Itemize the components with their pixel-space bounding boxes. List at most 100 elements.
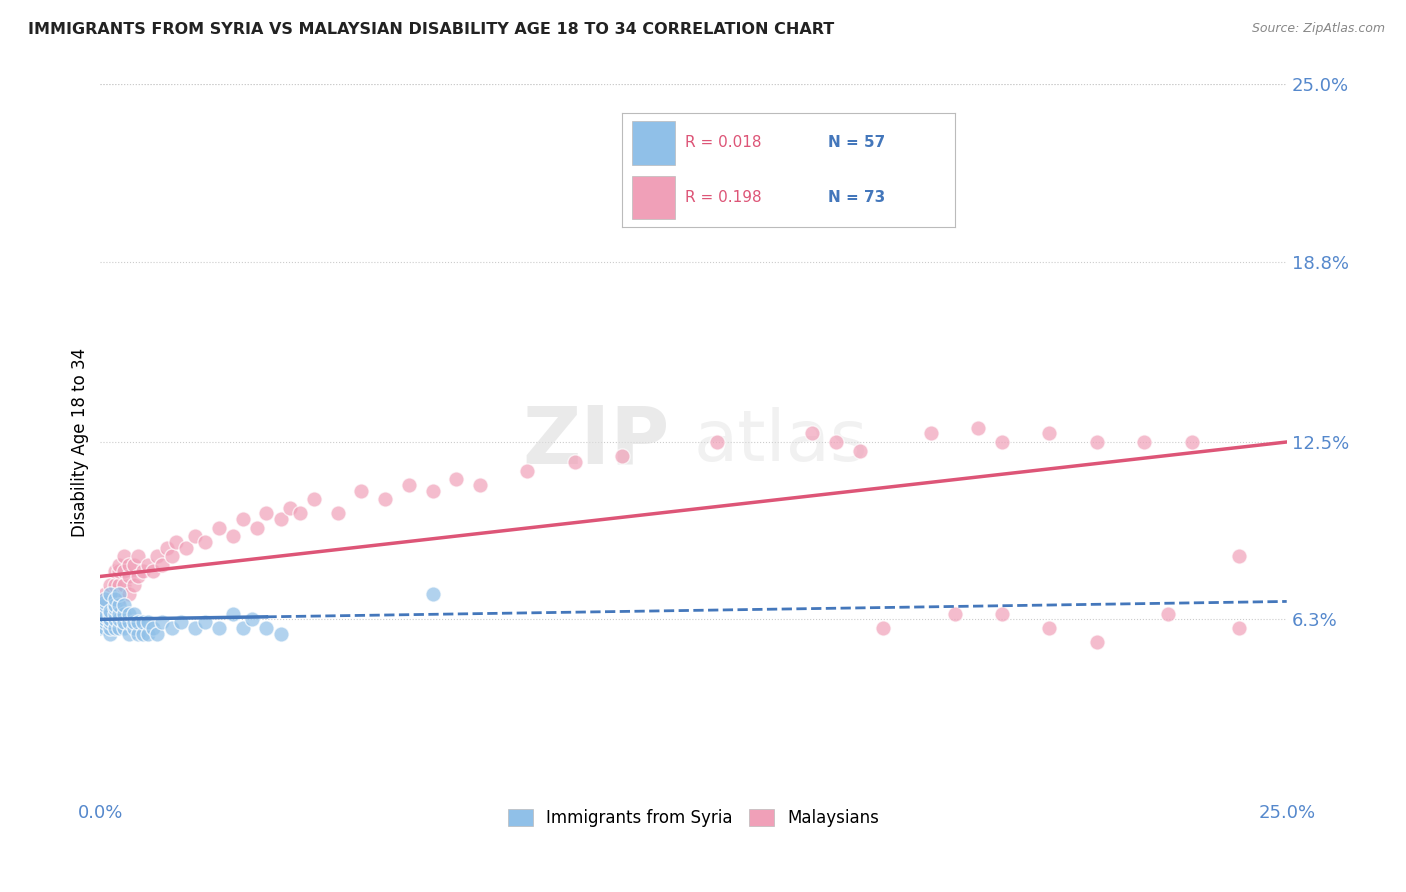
Text: IMMIGRANTS FROM SYRIA VS MALAYSIAN DISABILITY AGE 18 TO 34 CORRELATION CHART: IMMIGRANTS FROM SYRIA VS MALAYSIAN DISAB…: [28, 22, 834, 37]
Point: [246, 521, 269, 535]
Point: [1085, 434, 1108, 449]
Point: [270, 512, 292, 526]
Point: [118, 607, 141, 621]
Point: [118, 569, 141, 583]
Point: [112, 578, 135, 592]
Point: [94, 592, 117, 607]
Point: [132, 626, 155, 640]
Point: [98, 592, 121, 607]
Legend: Immigrants from Syria, Malaysians: Immigrants from Syria, Malaysians: [501, 803, 886, 834]
Point: [122, 621, 145, 635]
Point: [160, 549, 183, 564]
Point: [122, 578, 145, 592]
Point: [302, 492, 325, 507]
Point: [118, 586, 141, 600]
Point: [288, 507, 311, 521]
Point: [222, 607, 245, 621]
Point: [94, 586, 117, 600]
Point: [103, 592, 125, 607]
Point: [112, 549, 135, 564]
Point: [165, 535, 187, 549]
Point: [208, 521, 231, 535]
Point: [232, 621, 254, 635]
Point: [103, 578, 125, 592]
Point: [967, 420, 990, 434]
Point: [103, 607, 125, 621]
Point: [108, 564, 131, 578]
Point: [127, 615, 149, 630]
Point: [103, 564, 125, 578]
Point: [446, 472, 468, 486]
Point: [350, 483, 373, 498]
Point: [240, 612, 263, 626]
Point: [564, 455, 586, 469]
Point: [103, 598, 125, 612]
Point: [98, 604, 121, 618]
Y-axis label: Disability Age 18 to 34: Disability Age 18 to 34: [72, 347, 89, 537]
Point: [1181, 434, 1204, 449]
Point: [89, 607, 111, 621]
Point: [103, 612, 125, 626]
Point: [98, 586, 121, 600]
Point: [1157, 607, 1180, 621]
Point: [108, 612, 131, 626]
Point: [127, 549, 149, 564]
Point: [98, 607, 121, 621]
Point: [98, 621, 121, 635]
Point: [278, 500, 301, 515]
Point: [132, 615, 155, 630]
Point: [194, 615, 217, 630]
Point: [398, 478, 420, 492]
Point: [94, 612, 117, 626]
Point: [98, 578, 121, 592]
Point: [170, 615, 193, 630]
Point: [89, 621, 111, 635]
Text: ZIP: ZIP: [523, 403, 669, 481]
Point: [326, 507, 349, 521]
Point: [141, 621, 163, 635]
Point: [94, 607, 117, 621]
Point: [108, 586, 131, 600]
Point: [1085, 635, 1108, 649]
Point: [94, 621, 117, 635]
Point: [136, 626, 159, 640]
Point: [848, 443, 870, 458]
Point: [108, 578, 131, 592]
Point: [122, 558, 145, 572]
Text: Source: ZipAtlas.com: Source: ZipAtlas.com: [1251, 22, 1385, 36]
Point: [1227, 621, 1250, 635]
Point: [94, 615, 117, 630]
Point: [112, 598, 135, 612]
Point: [118, 626, 141, 640]
Point: [112, 564, 135, 578]
Point: [108, 607, 131, 621]
Point: [825, 434, 848, 449]
Point: [136, 615, 159, 630]
Point: [174, 541, 197, 555]
Point: [270, 626, 292, 640]
Point: [112, 621, 135, 635]
Point: [256, 621, 278, 635]
Point: [132, 564, 155, 578]
Point: [127, 569, 149, 583]
Text: atlas: atlas: [693, 408, 868, 476]
Point: [136, 558, 159, 572]
Point: [872, 621, 894, 635]
Point: [374, 492, 396, 507]
Point: [150, 615, 173, 630]
Point: [103, 600, 125, 615]
Point: [422, 483, 444, 498]
Point: [94, 592, 117, 607]
Point: [98, 615, 121, 630]
Point: [112, 607, 135, 621]
Point: [1133, 434, 1156, 449]
Point: [98, 607, 121, 621]
Point: [208, 621, 231, 635]
Point: [991, 607, 1014, 621]
Point: [1038, 621, 1060, 635]
Point: [516, 464, 538, 478]
Point: [1227, 549, 1250, 564]
Point: [1038, 426, 1060, 441]
Point: [232, 512, 254, 526]
Point: [222, 529, 245, 543]
